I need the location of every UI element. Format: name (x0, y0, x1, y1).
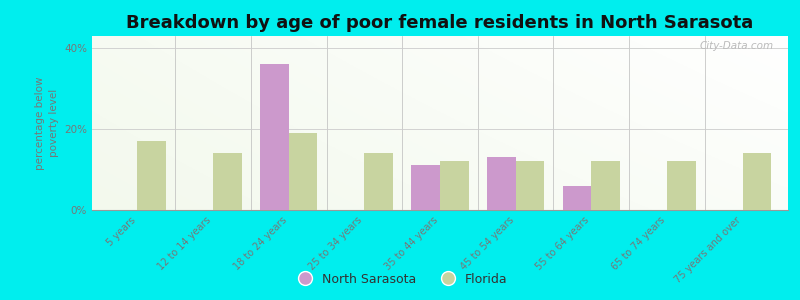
Bar (516, 161, 544, 210)
Bar (487, 158, 516, 210)
Text: City-Data.com: City-Data.com (700, 41, 774, 51)
Legend: North Sarasota, Florida: North Sarasota, Florida (287, 268, 513, 291)
Bar (742, 153, 771, 210)
Bar (440, 161, 469, 210)
Bar (411, 166, 440, 210)
Bar (562, 186, 591, 210)
Bar (289, 133, 318, 210)
Bar (667, 161, 696, 210)
Bar (364, 153, 393, 210)
Y-axis label: percentage below
poverty level: percentage below poverty level (35, 76, 58, 170)
Bar (213, 153, 242, 210)
Title: Breakdown by age of poor female residents in North Sarasota: Breakdown by age of poor female resident… (126, 14, 754, 32)
Bar (591, 161, 620, 210)
Bar (138, 141, 166, 210)
Bar (260, 64, 289, 210)
